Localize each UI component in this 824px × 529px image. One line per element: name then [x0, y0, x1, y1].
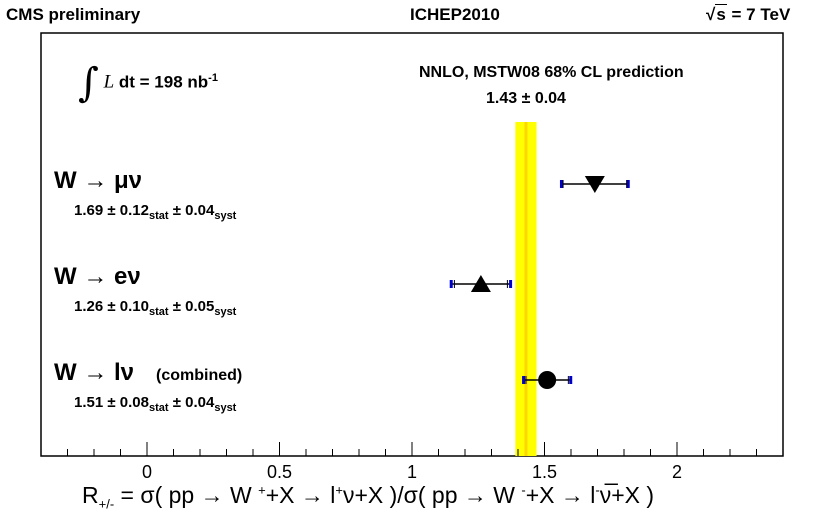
luminosity-exp: -1: [208, 71, 218, 84]
x-tick-label: 1.5: [532, 462, 557, 482]
prediction-label: NNLO, MSTW08 68% CL prediction: [419, 64, 684, 81]
row-title-muon: W → μν: [54, 167, 143, 194]
data-point-combined: [538, 371, 557, 389]
x-tick-label: 1: [407, 462, 417, 482]
sqrt-symbol: √: [706, 5, 716, 24]
luminosity-L: L: [103, 71, 115, 93]
energy-value: = 7 TeV: [726, 5, 791, 24]
row-value-muon: 1.69 ± 0.12stat ± 0.04syst: [74, 202, 237, 222]
x-tick-label: 2: [672, 462, 682, 482]
x-tick-label: 0: [142, 462, 152, 482]
header-center: ICHEP2010: [410, 5, 500, 24]
row-title-electron: W → eν: [54, 263, 141, 290]
combined-note: (combined): [156, 367, 243, 384]
luminosity-label: ∫ L dt = 198 nb-1: [78, 60, 218, 106]
data-point-electron: [470, 275, 491, 292]
integral-symbol: ∫: [78, 60, 99, 106]
luminosity-text: dt = 198 nb: [114, 72, 209, 92]
row-title-combined: W → lν (combined): [54, 359, 243, 386]
header-energy: √s = 7 TeV: [706, 4, 791, 25]
x-axis-label: R+/- = σ( pp → W ++X → l+ν+X )/σ( pp → W…: [82, 482, 655, 512]
row-value-electron: 1.26 ± 0.10stat ± 0.05syst: [74, 298, 237, 318]
sqrt-s: s: [715, 4, 727, 24]
prediction-value: 1.43 ± 0.04: [486, 90, 566, 107]
row-value-combined: 1.51 ± 0.08stat ± 0.04syst: [74, 394, 237, 414]
data-point-muon: [584, 176, 605, 193]
header-left: CMS preliminary: [6, 5, 141, 24]
x-tick-label: 0.5: [267, 462, 292, 482]
plot-frame: [40, 32, 784, 457]
